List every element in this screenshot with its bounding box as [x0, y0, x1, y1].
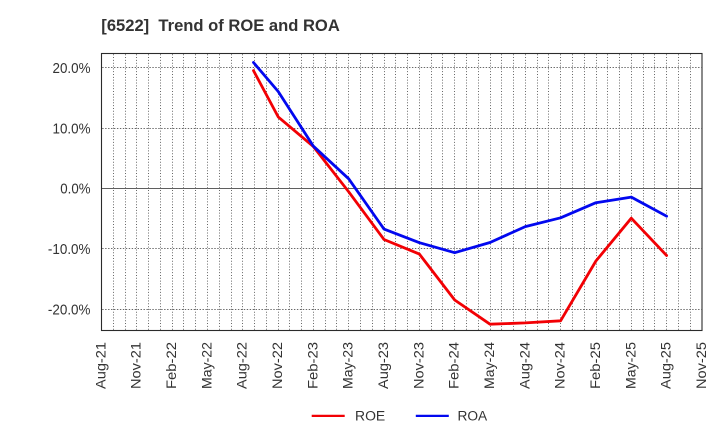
svg-text:Nov-25: Nov-25 [694, 342, 709, 389]
svg-text:May-25: May-25 [623, 342, 638, 389]
svg-text:-10.0%: -10.0% [48, 242, 91, 258]
svg-text:Feb-25: Feb-25 [588, 342, 603, 389]
svg-text:-20.0%: -20.0% [48, 303, 91, 319]
svg-text:Feb-24: Feb-24 [447, 342, 462, 389]
svg-text:Feb-23: Feb-23 [305, 342, 320, 389]
svg-text:Nov-23: Nov-23 [411, 342, 426, 389]
svg-text:0.0%: 0.0% [60, 182, 90, 198]
svg-text:Aug-22: Aug-22 [235, 342, 250, 389]
svg-text:ROE: ROE [355, 408, 385, 424]
svg-text:ROA: ROA [458, 408, 488, 424]
svg-text:Aug-25: Aug-25 [659, 342, 674, 389]
svg-text:Aug-21: Aug-21 [93, 342, 108, 389]
svg-text:Nov-24: Nov-24 [553, 342, 568, 389]
svg-text:Nov-21: Nov-21 [129, 342, 144, 389]
svg-text:Feb-22: Feb-22 [164, 342, 179, 389]
svg-text:Aug-23: Aug-23 [376, 342, 391, 389]
svg-text:Nov-22: Nov-22 [270, 342, 285, 389]
svg-text:10.0%: 10.0% [53, 121, 91, 137]
svg-text:May-22: May-22 [199, 342, 214, 389]
svg-text:20.0%: 20.0% [53, 61, 91, 77]
svg-text:[6522] Trend of ROE and ROA: [6522] Trend of ROE and ROA [101, 17, 340, 35]
svg-text:May-24: May-24 [482, 342, 497, 389]
svg-text:Aug-24: Aug-24 [517, 342, 532, 389]
svg-text:May-23: May-23 [341, 342, 356, 389]
